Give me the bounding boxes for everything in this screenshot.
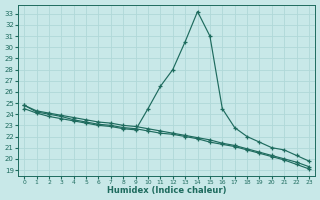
X-axis label: Humidex (Indice chaleur): Humidex (Indice chaleur): [107, 186, 226, 195]
